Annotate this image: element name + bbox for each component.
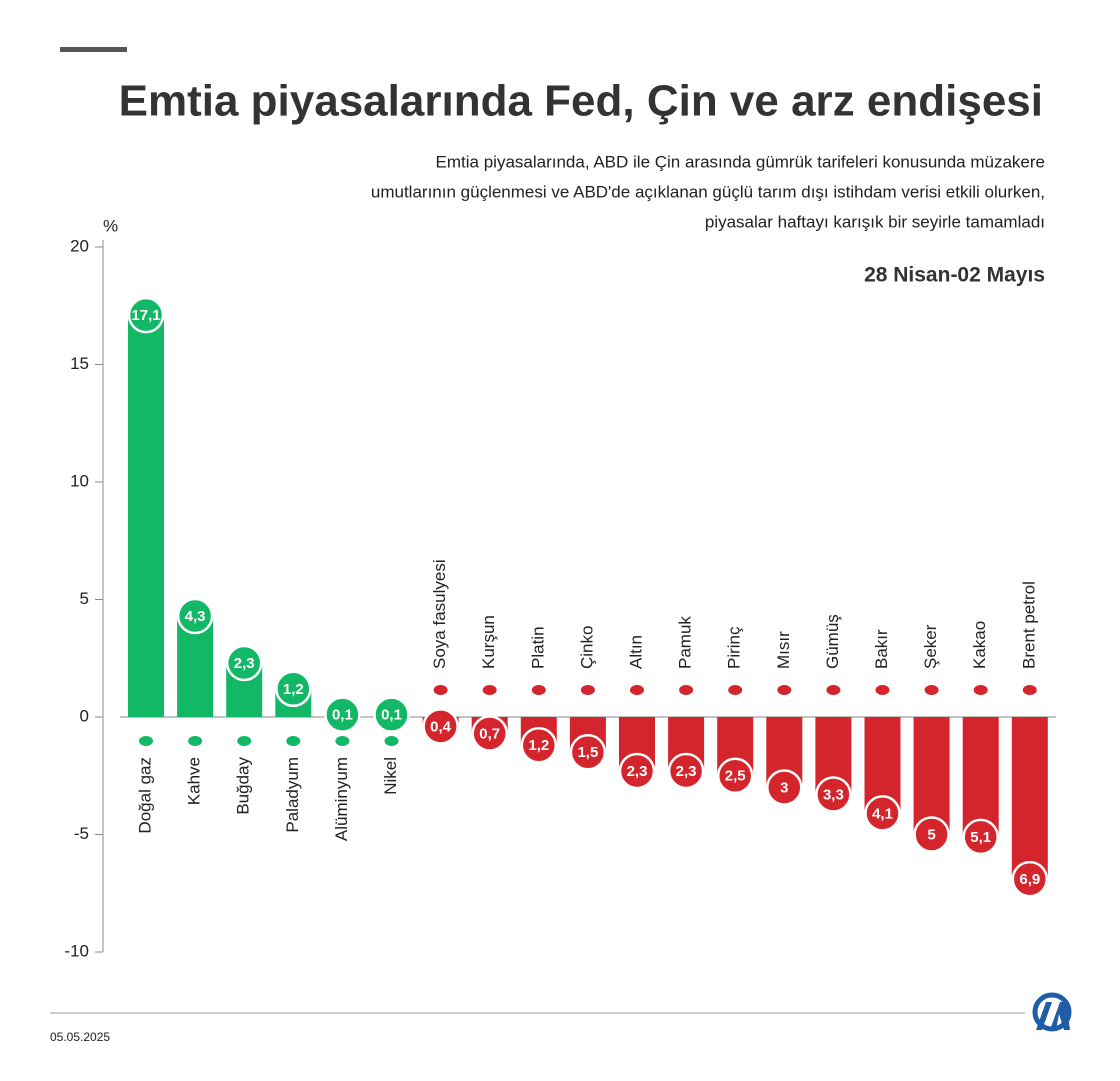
value-badge [324, 696, 361, 733]
icon [531, 685, 546, 695]
icon [139, 736, 153, 746]
x-tick-label: Brent petrol [1019, 581, 1038, 669]
icon [384, 736, 399, 746]
bar [913, 717, 950, 835]
icon [679, 685, 694, 695]
value-label: 5 [927, 826, 935, 843]
value-badge [618, 752, 656, 790]
value-badge [667, 752, 705, 790]
value-label: 0,7 [479, 725, 500, 742]
x-tick-label: Çinko [577, 626, 596, 669]
x-tick-label: Kahve [185, 757, 204, 805]
x-tick-label: Soya fasulyesi [430, 559, 449, 669]
subtitle: piyasalar haftayı karışık bir seyirle ta… [705, 212, 1045, 231]
bar [962, 717, 999, 837]
value-label: 1,2 [528, 737, 549, 754]
footer-date: 05.05.2025 [50, 1030, 110, 1044]
value-label: 2,3 [234, 655, 255, 672]
value-label: 3 [780, 779, 788, 796]
value-label: 0,1 [332, 707, 353, 724]
x-tick-label: Bakır [872, 629, 891, 669]
icon [580, 685, 595, 695]
value-label: 0,1 [381, 707, 402, 724]
value-badge [275, 670, 312, 708]
x-tick-label: Pirinç [725, 626, 744, 669]
value-label: 17,1 [131, 307, 160, 324]
value-badge [864, 795, 901, 832]
icon [1022, 685, 1037, 695]
icon [924, 685, 939, 695]
y-tick-label: 10 [70, 471, 89, 490]
value-label: 5,1 [970, 829, 991, 846]
value-badge [569, 734, 607, 771]
icon [728, 685, 743, 695]
value-badge [716, 757, 754, 794]
value-badge [127, 296, 165, 334]
icon [286, 736, 301, 746]
icon [973, 685, 988, 695]
icon [826, 685, 841, 695]
x-tick-label: Mısır [774, 631, 793, 669]
value-label: 4,1 [872, 805, 893, 822]
y-tick-label: 15 [70, 354, 89, 373]
icon [482, 685, 497, 695]
icon [237, 736, 252, 746]
icon [335, 736, 350, 746]
y-axis-label: % [103, 216, 118, 235]
icon [777, 685, 792, 695]
value-badge [422, 708, 459, 745]
subtitle: Emtia piyasalarında, ABD ile Çin arasınd… [436, 152, 1045, 171]
x-tick-label: Doğal gaz [135, 757, 154, 834]
value-badge [766, 769, 803, 806]
icon [875, 685, 890, 695]
x-tick-label: Kurşun [479, 615, 498, 669]
y-tick-label: -5 [74, 824, 89, 843]
logo [1032, 992, 1072, 1032]
value-badge [962, 818, 999, 856]
value-label: 2,5 [725, 768, 746, 785]
value-label: 1,2 [283, 681, 304, 698]
value-badge [225, 644, 263, 682]
subtitle: umutlarının güçlenmesi ve ABD'de açıklan… [371, 182, 1045, 201]
x-tick-label: Platin [528, 626, 547, 669]
x-tick-label: Paladyum [283, 757, 302, 833]
value-label: 1,5 [577, 744, 598, 761]
y-tick-label: 5 [80, 589, 89, 608]
x-tick-label: Alüminyum [332, 757, 351, 841]
value-badge [1011, 860, 1049, 898]
value-label: 4,3 [185, 608, 206, 625]
bar [128, 315, 164, 717]
value-label: 3,3 [823, 787, 844, 804]
y-tick-label: 0 [80, 706, 89, 725]
y-tick-label: -10 [64, 941, 89, 960]
icon [433, 685, 448, 695]
x-tick-label: Buğday [234, 757, 253, 815]
chart-title: Emtia piyasalarında Fed, Çin ve arz endi… [119, 77, 1043, 126]
period: 28 Nisan-02 Mayıs [864, 264, 1045, 287]
x-tick-label: Gümüş [823, 614, 842, 669]
x-tick-label: Pamuk [676, 616, 695, 669]
y-tick-label: 20 [70, 236, 89, 255]
icon [630, 685, 644, 695]
value-badge [913, 816, 950, 853]
value-badge [471, 715, 508, 752]
value-badge [176, 597, 214, 635]
value-badge [815, 776, 852, 813]
top-dash [60, 47, 127, 52]
x-tick-label: Altın [626, 635, 645, 669]
value-label: 6,9 [1019, 871, 1040, 888]
value-badge [373, 696, 410, 733]
value-label: 0,4 [430, 718, 452, 735]
x-tick-label: Şeker [921, 624, 940, 669]
value-label: 2,3 [676, 763, 697, 780]
x-tick-label: Kakao [970, 621, 989, 669]
value-badge [520, 726, 558, 764]
value-label: 2,3 [627, 763, 648, 780]
x-tick-label: Nikel [381, 757, 400, 795]
icon [188, 736, 203, 746]
bar [1011, 717, 1048, 880]
